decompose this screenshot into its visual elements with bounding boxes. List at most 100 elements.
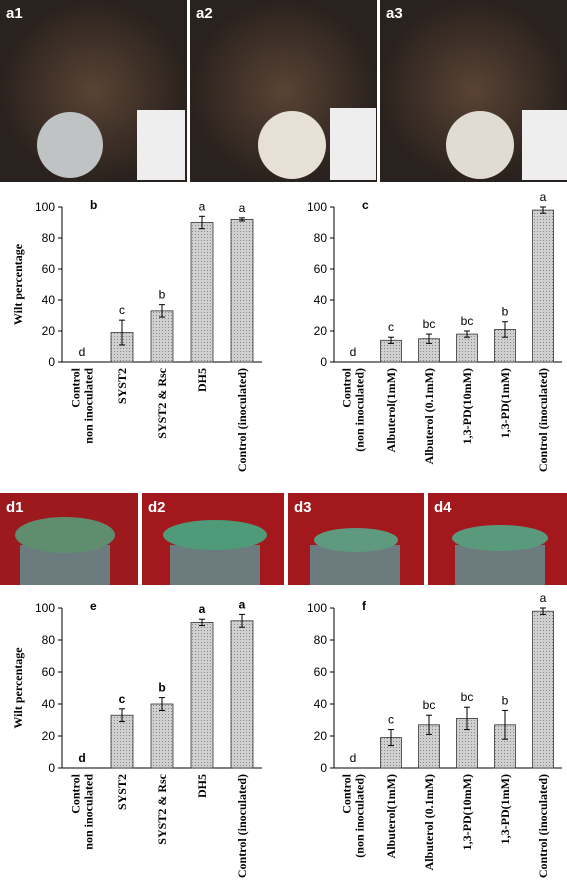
y-tick-label: 100 <box>35 200 55 214</box>
significance-letter: b <box>158 681 165 695</box>
x-tick-label: Control (inoculated) <box>235 368 249 472</box>
y-tick-label: 60 <box>314 665 328 679</box>
y-tick-label: 100 <box>307 200 327 214</box>
panel-label: a1 <box>6 5 23 22</box>
error-bar <box>239 217 245 222</box>
y-tick-label: 0 <box>320 355 327 369</box>
panel-label: d3 <box>294 499 312 516</box>
y-tick-label: 100 <box>35 601 55 615</box>
y-tick-label: 40 <box>314 697 328 711</box>
x-tick-line: Control <box>339 773 353 813</box>
panel-label: c <box>362 198 369 212</box>
x-tick-line: non inoculated <box>82 774 96 850</box>
significance-letter: d <box>79 345 86 359</box>
x-tick-label: DH5 <box>195 368 209 392</box>
error-bar <box>426 714 432 735</box>
bar <box>532 209 554 363</box>
x-tick-label: SYST2 <box>115 774 129 810</box>
x-tick-label: Controlnon inoculated <box>68 367 95 443</box>
error-bar <box>464 706 470 731</box>
panel-label: d2 <box>148 499 166 516</box>
error-bar <box>464 330 470 338</box>
photo-d1: d1 <box>0 493 138 585</box>
y-tick-label: 60 <box>42 665 56 679</box>
bar <box>456 333 478 363</box>
y-tick-label: 100 <box>307 601 327 615</box>
x-tick-label: DH5 <box>195 774 209 798</box>
error-bar <box>540 206 546 214</box>
x-tick-label: Controlnon inoculated <box>68 773 95 849</box>
x-tick-line: Control <box>68 773 82 813</box>
error-bar <box>388 336 394 344</box>
significance-letter: c <box>388 320 394 334</box>
x-tick-line: (non inoculated) <box>353 774 367 858</box>
bar <box>532 610 554 769</box>
error-bar <box>540 607 546 615</box>
x-tick-line: (non inoculated) <box>353 368 367 452</box>
y-tick-label: 0 <box>320 761 327 775</box>
significance-letter: d <box>78 751 85 765</box>
significance-letter: d <box>350 751 357 765</box>
x-tick-label: Albuterol(1mM) <box>384 774 398 858</box>
significance-letter: d <box>350 345 357 359</box>
x-tick-label: 1,3-PD(10mM) <box>460 368 474 444</box>
x-tick-label: 1,3-PD(10mM) <box>460 774 474 850</box>
significance-letter: a <box>199 199 206 213</box>
error-bar <box>388 729 394 747</box>
significance-letter: bc <box>423 317 436 331</box>
error-bar <box>119 319 125 346</box>
bar <box>230 218 254 363</box>
x-tick-label: Control (inoculated) <box>235 774 249 878</box>
photo-a1: a1 <box>0 0 187 182</box>
panel-label: d1 <box>6 499 24 516</box>
significance-letter: a <box>239 201 246 215</box>
error-bar <box>159 304 165 318</box>
error-bar <box>119 708 125 723</box>
y-tick-label: 60 <box>42 262 56 276</box>
significance-letter: a <box>239 597 246 611</box>
x-tick-label: 1,3-PD(1mM) <box>498 368 512 438</box>
y-tick-label: 0 <box>48 761 55 775</box>
x-tick-label: SYST2 & Rsc <box>155 367 169 438</box>
panel-label: b <box>90 198 97 212</box>
photo-a3: a3 <box>380 0 567 182</box>
y-tick-label: 40 <box>42 697 56 711</box>
y-axis-label: Wilt percentage <box>11 647 25 729</box>
x-tick-label: Albuterol(1mM) <box>384 368 398 452</box>
x-tick-label: Albuterol (0.1mM) <box>422 368 436 464</box>
x-tick-line: Control <box>68 367 82 407</box>
y-tick-label: 80 <box>314 231 328 245</box>
significance-letter: bc <box>461 314 474 328</box>
y-tick-label: 20 <box>42 324 56 338</box>
bar <box>190 622 214 769</box>
y-tick-label: 80 <box>42 231 56 245</box>
significance-letter: c <box>388 713 394 727</box>
error-bar <box>502 321 508 338</box>
error-bar <box>199 215 205 230</box>
bar <box>230 620 254 769</box>
y-tick-label: 60 <box>314 262 328 276</box>
y-tick-label: 20 <box>314 729 328 743</box>
x-tick-label: SYST2 & Rsc <box>155 773 169 844</box>
panel-label: a3 <box>386 5 403 22</box>
significance-letter: a <box>540 591 547 605</box>
error-bar <box>239 613 245 628</box>
x-tick-label: Albuterol (0.1mM) <box>422 774 436 870</box>
significance-letter: b <box>502 305 509 319</box>
x-tick-label: Control(non inoculated) <box>339 367 366 451</box>
photo-a2: a2 <box>190 0 377 182</box>
error-bar <box>502 709 508 740</box>
error-bar <box>426 333 432 344</box>
error-bar <box>159 697 165 711</box>
significance-letter: bc <box>423 698 436 712</box>
photo-d3: d3 <box>288 493 424 585</box>
y-tick-label: 80 <box>42 633 56 647</box>
bar <box>190 222 214 363</box>
panel-label: d4 <box>434 499 452 516</box>
significance-letter: a <box>540 190 547 204</box>
x-tick-label: 1,3-PD(1mM) <box>498 774 512 844</box>
error-bar <box>199 618 205 627</box>
y-tick-label: 20 <box>42 729 56 743</box>
y-tick-label: 0 <box>48 355 55 369</box>
y-tick-label: 40 <box>314 293 328 307</box>
